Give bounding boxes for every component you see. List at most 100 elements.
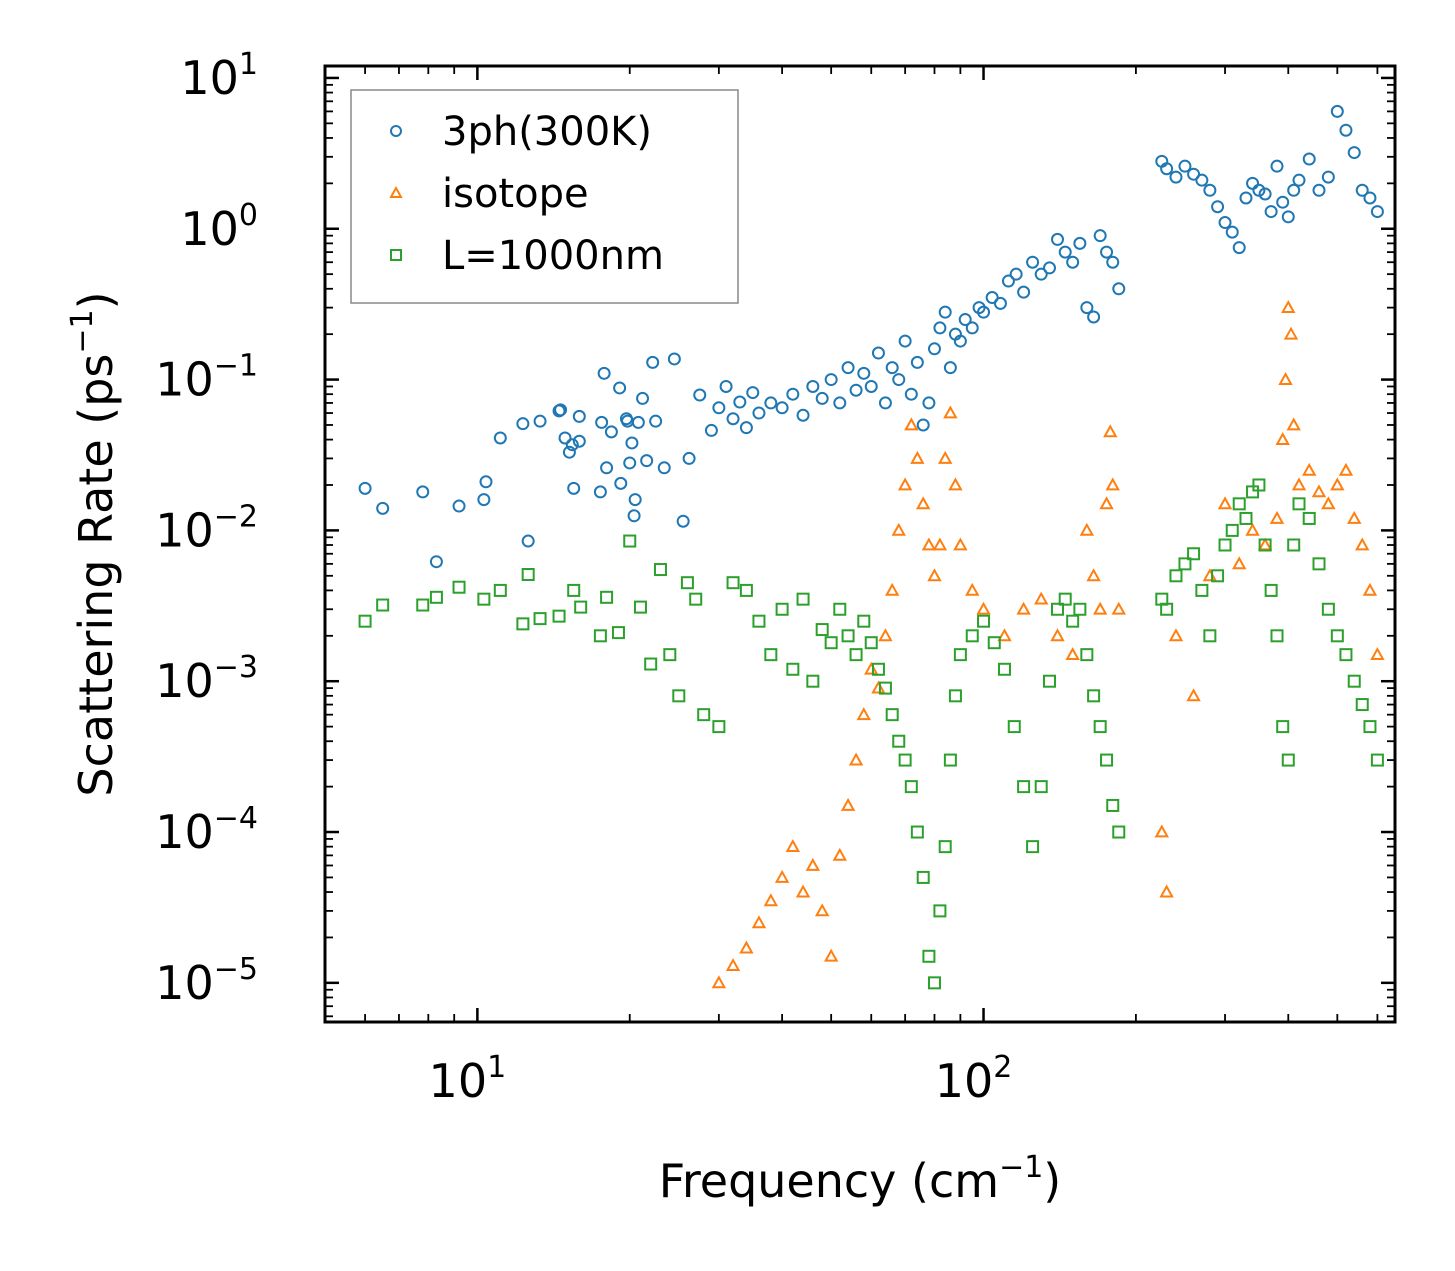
data-point bbox=[1286, 417, 1301, 431]
data-point bbox=[625, 436, 639, 450]
data-point bbox=[595, 415, 609, 429]
data-point bbox=[1093, 720, 1107, 734]
data-point bbox=[948, 689, 962, 703]
data-point bbox=[640, 454, 654, 468]
data-point bbox=[953, 334, 967, 348]
data-point bbox=[1292, 497, 1306, 511]
data-point bbox=[774, 869, 790, 883]
data-point bbox=[1034, 591, 1049, 605]
data-point bbox=[985, 291, 999, 305]
data-point bbox=[627, 509, 641, 523]
data-point bbox=[1339, 648, 1353, 662]
data-point bbox=[878, 396, 892, 410]
data-point bbox=[885, 361, 899, 375]
data-point bbox=[938, 450, 953, 464]
data-point bbox=[1105, 477, 1120, 491]
data-point bbox=[1339, 123, 1353, 137]
data-point bbox=[1239, 191, 1253, 205]
data-point bbox=[878, 681, 892, 695]
data-point bbox=[739, 421, 753, 435]
data-point bbox=[764, 396, 778, 410]
data-point bbox=[824, 373, 838, 387]
data-point bbox=[775, 602, 789, 616]
legend-label: 3ph(300K) bbox=[442, 109, 652, 155]
x-axis-label: Frequency (cm−1) bbox=[659, 1150, 1062, 1208]
data-point bbox=[623, 534, 637, 548]
data-point bbox=[1287, 183, 1301, 197]
data-point bbox=[680, 576, 694, 590]
data-point bbox=[904, 417, 919, 431]
data-point bbox=[1017, 780, 1031, 794]
data-point bbox=[689, 592, 703, 606]
data-point bbox=[593, 485, 607, 499]
data-point bbox=[927, 342, 941, 356]
data-point bbox=[1281, 210, 1295, 224]
data-point bbox=[1202, 568, 1218, 582]
data-point bbox=[376, 501, 390, 515]
data-point bbox=[976, 601, 991, 615]
y-tick-labels: 101 100 10−1 10−2 10−3 10−4 10−5 bbox=[155, 47, 258, 1010]
data-point bbox=[682, 451, 696, 465]
data-point bbox=[1232, 241, 1246, 255]
data-point bbox=[1355, 698, 1369, 712]
data-point bbox=[871, 346, 885, 360]
data-point bbox=[910, 825, 924, 839]
data-point bbox=[864, 379, 878, 393]
data-point bbox=[739, 583, 753, 597]
data-point bbox=[938, 305, 952, 319]
data-point bbox=[1362, 582, 1378, 596]
data-point bbox=[1050, 602, 1064, 616]
data-point bbox=[1106, 255, 1120, 269]
data-point bbox=[613, 381, 627, 395]
data-point bbox=[1302, 152, 1316, 166]
data-point bbox=[752, 406, 766, 420]
data-point bbox=[948, 477, 963, 491]
data-point bbox=[1370, 647, 1385, 661]
legend-label: isotope bbox=[442, 171, 589, 217]
data-point bbox=[1245, 522, 1260, 536]
data-point bbox=[806, 379, 820, 393]
data-point bbox=[554, 403, 568, 417]
data-point bbox=[1001, 274, 1015, 288]
data-point bbox=[933, 904, 947, 918]
data-point bbox=[1099, 496, 1114, 510]
data-point bbox=[892, 734, 906, 748]
legend: 3ph(300K) isotope L=1000nm bbox=[350, 89, 739, 304]
axis-ticks bbox=[324, 66, 1395, 1022]
data-point bbox=[1112, 282, 1126, 296]
data-point bbox=[1009, 267, 1023, 281]
data-point bbox=[739, 940, 754, 954]
data-point bbox=[1321, 496, 1336, 510]
x-tick-label: 102 bbox=[935, 1050, 1013, 1108]
data-point bbox=[933, 321, 947, 335]
data-point bbox=[516, 417, 530, 431]
data-point bbox=[927, 568, 942, 582]
data-point bbox=[1195, 583, 1209, 597]
data-point bbox=[1034, 267, 1048, 281]
data-point bbox=[1066, 255, 1080, 269]
data-point bbox=[562, 445, 576, 459]
data-point bbox=[1287, 538, 1301, 552]
data-point bbox=[452, 499, 466, 513]
data-point bbox=[1218, 538, 1232, 552]
data-point bbox=[864, 661, 879, 675]
data-point bbox=[600, 590, 614, 604]
data-point bbox=[1258, 187, 1272, 201]
data-point bbox=[1270, 159, 1284, 173]
data-point bbox=[623, 456, 637, 470]
data-point bbox=[1275, 432, 1290, 445]
data-point bbox=[904, 780, 918, 794]
data-point bbox=[628, 493, 642, 507]
data-point bbox=[1066, 614, 1080, 628]
data-point bbox=[614, 476, 628, 490]
data-point bbox=[832, 847, 847, 861]
data-point bbox=[897, 477, 913, 491]
data-point bbox=[676, 514, 690, 528]
data-point bbox=[764, 648, 778, 662]
data-point bbox=[644, 657, 658, 671]
legend-box bbox=[350, 89, 739, 304]
data-point bbox=[1291, 477, 1307, 491]
data-point bbox=[429, 555, 443, 569]
data-point bbox=[1257, 537, 1273, 551]
data-point bbox=[958, 313, 972, 327]
